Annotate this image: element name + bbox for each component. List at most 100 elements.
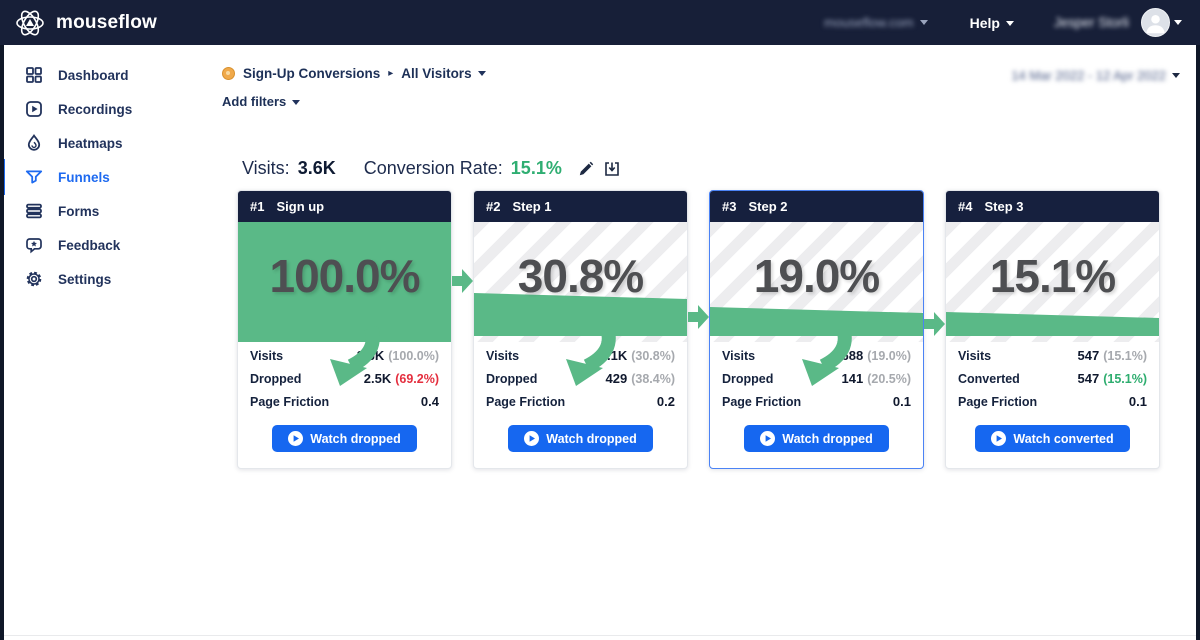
play-icon — [288, 431, 304, 446]
stat-row: Visits 3.6K (100.0%) — [250, 344, 439, 367]
add-filters-dropdown[interactable]: Add filters — [222, 94, 301, 109]
funnel-cards-row: #1 Sign up 100.0% Visits 3.6K (100.0%) Dropped… — [237, 190, 1160, 470]
stat-value: 547 — [1077, 371, 1100, 386]
stat-label: Visits — [958, 348, 992, 363]
brand-name: mouseflow — [56, 11, 158, 33]
stat-value: 0.4 — [420, 394, 439, 409]
stat-row: Page Friction 0.1 — [958, 390, 1147, 413]
stat-label: Visits — [722, 348, 756, 363]
breadcrumb-funnel-name[interactable]: Sign-Up Conversions — [243, 66, 381, 81]
chevron-down-icon — [1005, 21, 1014, 27]
recordings-icon — [24, 99, 44, 119]
breadcrumb-separator-icon: ▸ — [388, 68, 394, 79]
help-menu[interactable]: Help — [970, 15, 1014, 31]
user-name: Jesper Storli — [1053, 15, 1129, 30]
sidebar-item-label: Recordings — [58, 101, 133, 117]
step-conversion-percent: 15.1% — [989, 250, 1116, 302]
segment-dropdown[interactable]: All Visitors — [401, 66, 486, 81]
funnel-step-card[interactable]: #3 Step 2 19.0% Visits 688 (19.0%) Dropped 141(… — [709, 190, 924, 469]
window-frame-left — [0, 0, 4, 640]
watch-recordings-button[interactable]: Watch dropped — [508, 425, 653, 452]
sidebar-item-heatmaps[interactable]: Heatmaps — [4, 126, 200, 160]
play-icon — [760, 431, 776, 446]
funnel-step-card[interactable]: #1 Sign up 100.0% Visits 3.6K (100.0%) Dropped… — [237, 190, 452, 469]
funnel-bar-area: 30.8% — [474, 222, 687, 342]
stat-value: 688 — [841, 348, 864, 363]
top-navbar: mouseflow mouseflow.com Help Jesper Stor… — [0, 0, 1200, 45]
sidebar-item-forms[interactable]: Forms — [4, 194, 200, 228]
visits-value: 3.6K — [297, 158, 336, 178]
funnel-band — [946, 312, 1159, 336]
stat-label: Dropped — [250, 371, 302, 386]
watch-recordings-button[interactable]: Watch dropped — [272, 425, 417, 452]
stat-row: Visits 547 (15.1%) — [958, 344, 1147, 367]
stat-value: 0.1 — [1128, 394, 1147, 409]
settings-icon — [24, 269, 44, 289]
forms-icon — [24, 201, 44, 221]
stat-value: 1.1K — [599, 348, 628, 363]
conversion-rate-value: 15.1% — [510, 158, 562, 178]
stat-percent: (15.1%) — [1103, 372, 1147, 386]
step-stats: Visits 1.1K (30.8%) Dropped 429 (38.4%) Page F… — [474, 344, 687, 413]
funnel-transition-arrow-icon — [688, 304, 709, 330]
stat-percent: (19.0%) — [867, 349, 911, 363]
step-conversion-percent: 100.0% — [269, 250, 420, 302]
step-name: Sign up — [276, 199, 325, 214]
edit-pencil-icon[interactable] — [578, 161, 594, 177]
atom-logo-icon — [16, 10, 44, 35]
heatmaps-icon — [24, 133, 44, 153]
stat-label: Dropped — [722, 371, 774, 386]
funnel-step-card[interactable]: #4 Step 3 15.1% Visits 547 (15.1%) Converted 54… — [945, 190, 1160, 469]
stat-percent: (30.8%) — [631, 349, 675, 363]
funnel-transition-arrow-icon — [924, 311, 945, 337]
sidebar-item-funnels[interactable]: Funnels — [0, 159, 200, 195]
sidebar-item-recordings[interactable]: Recordings — [4, 92, 200, 126]
sidebar-item-label: Dashboard — [58, 67, 129, 83]
stat-row: Page Friction 0.1 — [722, 390, 911, 413]
stat-percent: (20.5%) — [867, 372, 911, 386]
chevron-down-icon — [477, 71, 486, 76]
card-header: #2 Step 1 — [474, 191, 687, 222]
save-icon[interactable] — [604, 161, 620, 177]
window-frame-right — [1196, 0, 1200, 640]
step-number: #4 — [958, 199, 973, 214]
stat-row: Visits 1.1K (30.8%) — [486, 344, 675, 367]
stat-percent: (69.2%) — [395, 372, 439, 386]
funnel-band — [474, 293, 687, 336]
sidebar-item-dashboard[interactable]: Dashboard — [4, 58, 200, 92]
funnel-step-card[interactable]: #2 Step 1 30.8% Visits 1.1K (30.8%) Dropped 429… — [473, 190, 688, 469]
chevron-down-icon — [292, 100, 301, 106]
sidebar-item-feedback[interactable]: Feedback — [4, 228, 200, 262]
step-stats: Visits 688 (19.0%) Dropped 141 (20.5%) Page Fr… — [710, 344, 923, 413]
stat-value: 2.5K — [363, 371, 392, 386]
funnel-band — [710, 307, 923, 336]
domain-selector[interactable]: mouseflow.com — [824, 15, 914, 30]
brand-logo[interactable]: mouseflow — [14, 7, 157, 39]
watch-recordings-button[interactable]: Watch dropped — [744, 425, 889, 452]
stat-percent: (100.0%) — [388, 349, 439, 363]
step-number: #1 — [250, 199, 265, 214]
feedback-icon — [24, 235, 44, 255]
funnel-transition-arrow-icon — [452, 268, 473, 294]
step-stats: Visits 3.6K (100.0%) Dropped 2.5K (69.2%) Page… — [238, 344, 451, 413]
main-content: Sign-Up Conversions ▸ All Visitors Add f… — [200, 45, 1196, 640]
card-header: #1 Sign up — [238, 191, 451, 222]
card-header: #4 Step 3 — [946, 191, 1159, 222]
funnel-bar-area: 100.0% — [238, 222, 451, 342]
funnel-summary: Visits: 3.6K Conversion Rate: 15.1% — [242, 158, 620, 179]
stat-label: Dropped — [486, 371, 538, 386]
step-number: #3 — [722, 199, 737, 214]
sidebar-item-label: Heatmaps — [58, 135, 123, 151]
stat-value: 547 — [1077, 348, 1100, 363]
stat-label: Page Friction — [250, 394, 330, 409]
date-range-picker[interactable]: 14 Mar 2022 - 12 Apr 2022 — [1011, 68, 1180, 83]
avatar[interactable] — [1141, 8, 1170, 37]
chevron-down-icon[interactable] — [1174, 20, 1182, 25]
watch-recordings-button[interactable]: Watch converted — [975, 425, 1130, 452]
stat-value: 0.1 — [892, 394, 911, 409]
stat-value: 3.6K — [356, 348, 385, 363]
sidebar-item-settings[interactable]: Settings — [4, 262, 200, 296]
card-header: #3 Step 2 — [710, 191, 923, 222]
sidebar-item-label: Forms — [58, 203, 100, 219]
stat-percent: (15.1%) — [1103, 349, 1147, 363]
